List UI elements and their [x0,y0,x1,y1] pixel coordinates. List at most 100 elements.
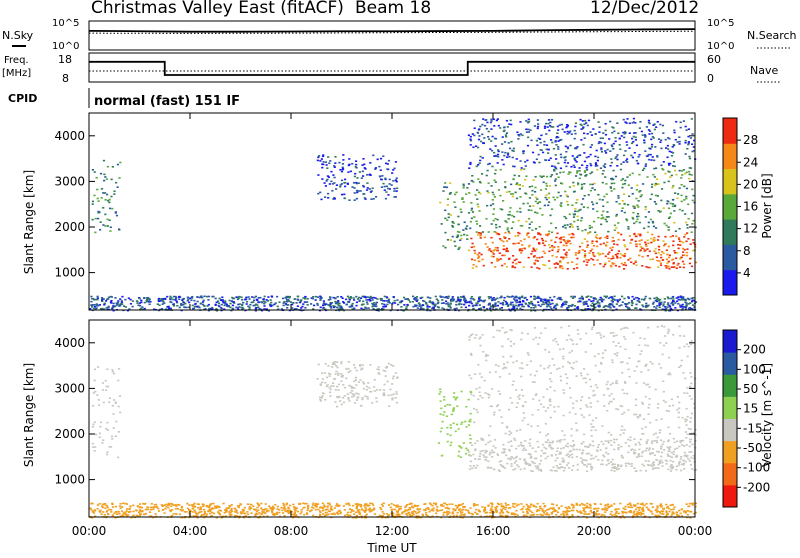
echo-pixel [606,410,608,412]
echo-pixel [688,308,690,310]
echo-pixel [616,299,618,301]
echo-pixel [437,306,439,308]
echo-pixel [686,171,688,173]
echo-pixel [685,302,687,304]
echo-pixel [366,396,368,398]
echo-pixel [683,254,685,256]
echo-pixel [260,301,262,303]
echo-pixel [344,197,346,199]
echo-pixel [271,305,273,307]
echo-pixel [654,454,656,456]
echo-pixel [623,393,625,395]
echo-pixel [501,151,503,153]
echo-pixel [478,391,480,393]
echo-pixel [523,266,525,268]
echo-pixel [665,147,667,149]
echo-pixel [549,444,551,446]
echo-pixel [581,461,583,463]
echo-pixel [483,307,485,309]
echo-pixel [318,364,320,366]
echo-pixel [484,237,486,239]
echo-pixel [555,454,557,456]
echo-pixel [528,354,530,356]
echo-pixel [683,306,685,308]
echo-pixel [665,267,667,269]
echo-pixel [330,385,332,387]
echo-pixel [361,177,363,179]
echo-pixel [381,186,383,188]
echo-pixel [475,467,477,469]
echo-pixel [453,396,455,398]
frequency-lines [89,62,695,75]
echo-pixel [111,436,113,438]
echo-pixel [101,188,103,190]
echo-pixel [508,232,510,234]
echo-pixel [681,210,683,212]
echo-pixel [639,235,641,237]
echo-pixel [216,301,218,303]
echo-pixel [566,195,568,197]
echo-pixel [490,122,492,124]
echo-pixel [621,429,623,431]
echo-pixel [229,303,231,305]
echo-pixel [557,298,559,300]
echo-pixel [576,161,578,163]
echo-pixel [592,327,594,329]
echo-pixel [472,454,474,456]
echo-pixel [552,197,554,199]
echo-pixel [636,456,638,458]
echo-pixel [317,160,319,162]
echo-pixel [561,430,563,432]
echo-pixel [383,370,385,372]
echo-pixel [536,514,538,516]
echo-pixel [113,399,115,401]
echo-pixel [579,119,581,121]
echo-pixel [387,381,389,383]
echo-pixel [505,301,507,303]
echo-pixel [560,157,562,159]
echo-pixel [642,306,644,308]
echo-pixel [637,300,639,302]
echo-pixel [625,465,627,467]
echo-pixel [560,439,562,441]
echo-pixel [685,461,687,463]
echo-pixel [570,397,572,399]
echo-pixel [618,468,620,470]
echo-pixel [449,503,451,505]
echo-pixel [483,301,485,303]
echo-pixel [224,512,226,514]
echo-pixel [566,224,568,226]
echo-pixel [595,163,597,165]
echo-pixel [482,157,484,159]
echo-pixel [471,444,473,446]
echo-pixel [673,438,675,440]
echo-pixel [257,302,259,304]
echo-pixel [116,305,118,307]
echo-pixel [673,210,675,212]
echo-pixel [508,373,510,375]
echo-pixel [685,408,687,410]
echo-pixel [606,211,608,213]
echo-pixel [474,127,476,129]
echo-pixel [441,455,443,457]
echo-pixel [616,165,618,167]
echo-pixel [623,298,625,300]
echo-pixel [257,306,259,308]
echo-pixel [596,332,598,334]
echo-pixel [688,428,690,430]
echo-pixel [569,455,571,457]
echo-pixel [369,503,371,505]
echo-pixel [336,406,338,408]
echo-pixel [519,308,521,310]
echo-pixel [119,298,121,300]
echo-pixel [477,398,479,400]
echo-pixel [624,338,626,340]
echo-pixel [116,186,118,188]
echo-pixel [649,422,651,424]
echo-pixel [317,296,319,298]
echo-pixel [253,300,255,302]
frequency-panel-frame [89,53,695,82]
echo-pixel [586,406,588,408]
colorbar-swatch [723,219,737,245]
